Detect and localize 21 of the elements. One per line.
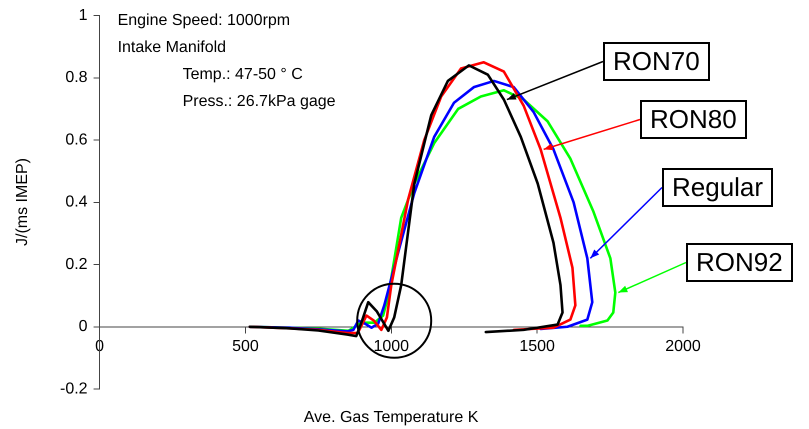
legend-label: RON92	[686, 243, 793, 282]
x-tick-label: 1500	[519, 338, 556, 355]
y-tick-label: 0.8	[65, 69, 88, 86]
y-tick-label: -0.2	[60, 380, 88, 398]
annotation: Engine Speed: 1000rpm	[118, 12, 290, 30]
annotation: Press.: 26.7kPa gage	[182, 92, 336, 111]
x-tick-label: 2000	[665, 338, 701, 355]
legend-label: RON80	[640, 100, 747, 139]
text: Regular	[662, 168, 774, 207]
x-tick-label: 500	[232, 338, 259, 355]
annotation: Intake Manifold	[118, 38, 226, 57]
y-axis-title: J/(ms IMEP)	[14, 158, 32, 246]
y-tick-label: 1	[78, 7, 88, 24]
y-tick-label: 0.6	[65, 131, 88, 148]
x-axis-title: Ave. Gas Temperature K	[304, 409, 478, 427]
y-tick-label: 0.4	[65, 194, 88, 211]
annotation: Temp.: 47-50 ° C	[182, 66, 303, 84]
y-tick-label: 0	[78, 318, 88, 336]
text: RON70	[603, 42, 710, 81]
x-tick-label: 1000	[373, 338, 410, 355]
y-tick-label: 0.2	[65, 256, 88, 273]
